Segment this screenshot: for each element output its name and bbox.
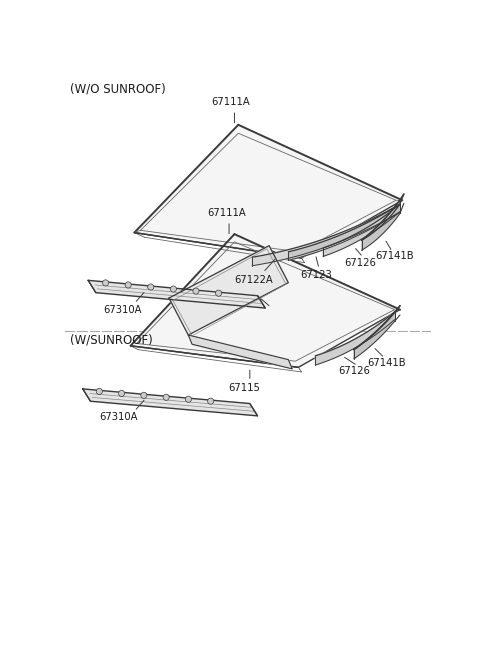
Text: 67115: 67115	[228, 383, 260, 393]
Polygon shape	[188, 335, 292, 369]
Circle shape	[125, 282, 131, 288]
Circle shape	[141, 392, 147, 398]
Circle shape	[193, 288, 199, 294]
Polygon shape	[361, 204, 400, 250]
Polygon shape	[252, 204, 400, 266]
Polygon shape	[354, 312, 395, 359]
Text: 67126: 67126	[338, 366, 370, 376]
Text: 67126: 67126	[345, 257, 376, 268]
Circle shape	[170, 286, 177, 292]
Text: 67122A: 67122A	[234, 275, 273, 286]
Text: 67141B: 67141B	[375, 252, 414, 261]
Polygon shape	[315, 312, 395, 365]
Polygon shape	[134, 125, 402, 258]
Polygon shape	[131, 234, 400, 367]
Text: 67111A: 67111A	[207, 208, 246, 218]
Circle shape	[208, 398, 214, 404]
Text: 67141B: 67141B	[368, 358, 406, 367]
Polygon shape	[288, 204, 400, 260]
Text: (W/SUNROOF): (W/SUNROOF)	[71, 334, 153, 347]
Text: 67310A: 67310A	[100, 413, 138, 422]
Circle shape	[163, 394, 169, 400]
Text: 67123: 67123	[300, 270, 332, 280]
Circle shape	[148, 284, 154, 290]
Polygon shape	[83, 389, 258, 416]
Circle shape	[119, 390, 125, 396]
Polygon shape	[169, 246, 288, 335]
Text: 67310A: 67310A	[104, 305, 142, 314]
Polygon shape	[88, 280, 265, 308]
Text: (W/O SUNROOF): (W/O SUNROOF)	[71, 82, 166, 95]
Polygon shape	[323, 204, 400, 257]
Circle shape	[96, 388, 102, 394]
Circle shape	[185, 396, 192, 402]
Circle shape	[216, 290, 222, 296]
Circle shape	[103, 280, 108, 286]
Text: 67111A: 67111A	[211, 98, 250, 107]
